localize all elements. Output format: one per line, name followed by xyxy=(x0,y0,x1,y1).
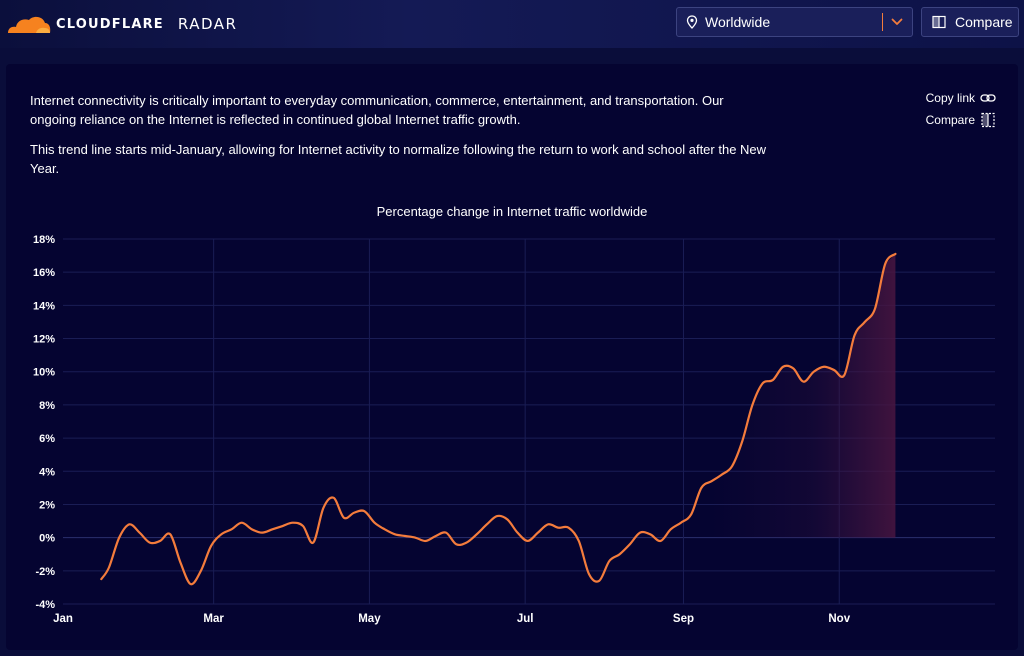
brand-wordmark: CLOUDFLARE xyxy=(56,16,164,32)
location-select-value: Worldwide xyxy=(705,14,771,30)
y-tick-label: 8% xyxy=(39,400,55,412)
traffic-trend-card: Internet connectivity is critically impo… xyxy=(6,64,1018,650)
copy-link-button[interactable]: Copy link xyxy=(926,90,996,106)
growth-area xyxy=(711,253,896,538)
series-line xyxy=(100,252,897,586)
y-tick-label: 6% xyxy=(39,433,55,445)
map-pin-icon xyxy=(686,15,698,29)
chart-title: Percentage change in Internet traffic wo… xyxy=(376,204,648,219)
select-separator xyxy=(882,13,883,31)
y-tick-label: -4% xyxy=(35,599,55,611)
y-tick-label: 18% xyxy=(33,234,55,246)
compare-button[interactable]: Compare xyxy=(921,7,1019,37)
chart-highlight-area xyxy=(711,253,896,538)
card-description: Internet connectivity is critically impo… xyxy=(30,92,770,190)
x-tick-label: Jan xyxy=(53,613,73,625)
cloudflare-cloud-icon xyxy=(8,16,51,33)
card-compare-label: Compare xyxy=(925,113,975,127)
y-tick-label: 4% xyxy=(39,466,55,478)
x-tick-label: May xyxy=(358,613,381,625)
description-paragraph-2: This trend line starts mid-January, allo… xyxy=(30,142,767,176)
y-tick-label: 2% xyxy=(39,499,55,511)
y-tick-label: 16% xyxy=(33,267,55,279)
x-tick-label: Jul xyxy=(517,613,534,625)
top-navigation-bar: CLOUDFLARE RADAR Worldwide Compare xyxy=(0,0,1024,48)
x-tick-label: Nov xyxy=(828,613,850,625)
description-paragraph-1: Internet connectivity is critically impo… xyxy=(30,93,724,127)
y-tick-label: 10% xyxy=(33,367,55,379)
x-axis-ticks: Jan Mar May Jul Sep Nov xyxy=(53,613,851,625)
brand-product-name: RADAR xyxy=(177,15,238,33)
compare-icon xyxy=(932,15,946,29)
card-compare-button[interactable]: Compare xyxy=(926,112,996,128)
cloudflare-radar-logo[interactable]: CLOUDFLARE RADAR xyxy=(6,12,237,36)
location-select[interactable]: Worldwide xyxy=(676,7,913,37)
compare-panel-icon xyxy=(981,112,995,128)
chart-series xyxy=(100,252,897,586)
traffic-line-chart: 18% 16% 14% 12% 10% 8% 6% 4% 2% 0% -2% -4% Jan Mar Ma… xyxy=(33,234,995,625)
y-axis-ticks: 18% 16% 14% 12% 10% 8% 6% 4% 2% 0% -2% -4% xyxy=(33,234,55,611)
chevron-down-icon[interactable] xyxy=(891,18,903,26)
copy-link-label: Copy link xyxy=(925,91,975,105)
compare-button-label: Compare xyxy=(955,14,1013,30)
link-icon xyxy=(980,94,996,102)
card-actions: Copy link Compare xyxy=(926,90,996,134)
y-tick-label: 0% xyxy=(39,533,55,545)
y-tick-label: -2% xyxy=(35,566,55,578)
x-tick-label: Mar xyxy=(203,613,224,625)
x-tick-label: Sep xyxy=(673,613,694,625)
y-tick-label: 12% xyxy=(33,334,55,346)
y-tick-label: 14% xyxy=(33,300,55,312)
